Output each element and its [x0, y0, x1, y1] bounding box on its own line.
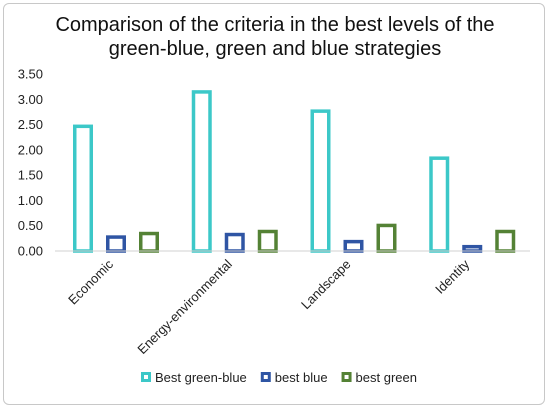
chart-frame — [3, 3, 545, 405]
y-tick-label: 0.50 — [18, 218, 43, 233]
legend-swatch — [260, 372, 271, 382]
legend-swatch — [141, 372, 151, 382]
bar-best-green-blue — [73, 124, 93, 253]
x-axis: Economic Energy-environmental Landscape Ide… — [55, 250, 530, 357]
chart-title-line-2: green-blue, green and blue strategies — [109, 38, 441, 60]
y-tick-label: 1.50 — [18, 168, 43, 183]
legend-label: best blue — [275, 370, 328, 385]
legend: Best green-blue best blue best green — [141, 370, 417, 385]
chart-title-line-1: Comparison of the criteria in the best l… — [55, 14, 494, 36]
legend-label: best green — [356, 370, 417, 385]
bar-best-blue — [343, 239, 364, 253]
y-tick-label: 3.00 — [18, 92, 43, 107]
bar-best-blue — [224, 232, 245, 253]
legend-label: Best green-blue — [155, 370, 247, 385]
bar-best-green — [376, 223, 397, 253]
x-tick-label: Economic — [65, 256, 116, 307]
y-tick-label: 1.00 — [18, 193, 43, 208]
bar-best-green — [139, 231, 159, 253]
x-tick-label: Landscape — [298, 257, 354, 313]
bar-best-green-blue — [429, 156, 450, 253]
bar-best-green — [495, 229, 516, 253]
y-tick-label: 3.50 — [18, 67, 43, 82]
y-tick-label: 0.00 — [18, 244, 43, 259]
bar-best-blue — [106, 235, 126, 253]
bar-best-green-blue — [191, 90, 212, 253]
bar-best-green — [257, 229, 278, 253]
y-tick-label: 2.50 — [18, 117, 43, 132]
bars — [73, 90, 516, 253]
x-tick-label: Identity — [432, 256, 473, 297]
legend-swatch — [341, 372, 352, 382]
y-axis: 0.00 0.50 1.00 1.50 2.00 2.50 3.00 3.50 — [18, 67, 43, 259]
y-tick-label: 2.00 — [18, 142, 43, 157]
bar-best-blue — [462, 244, 483, 253]
x-tick-label: Energy-environmental — [134, 256, 235, 357]
bar-best-green-blue — [310, 109, 331, 253]
